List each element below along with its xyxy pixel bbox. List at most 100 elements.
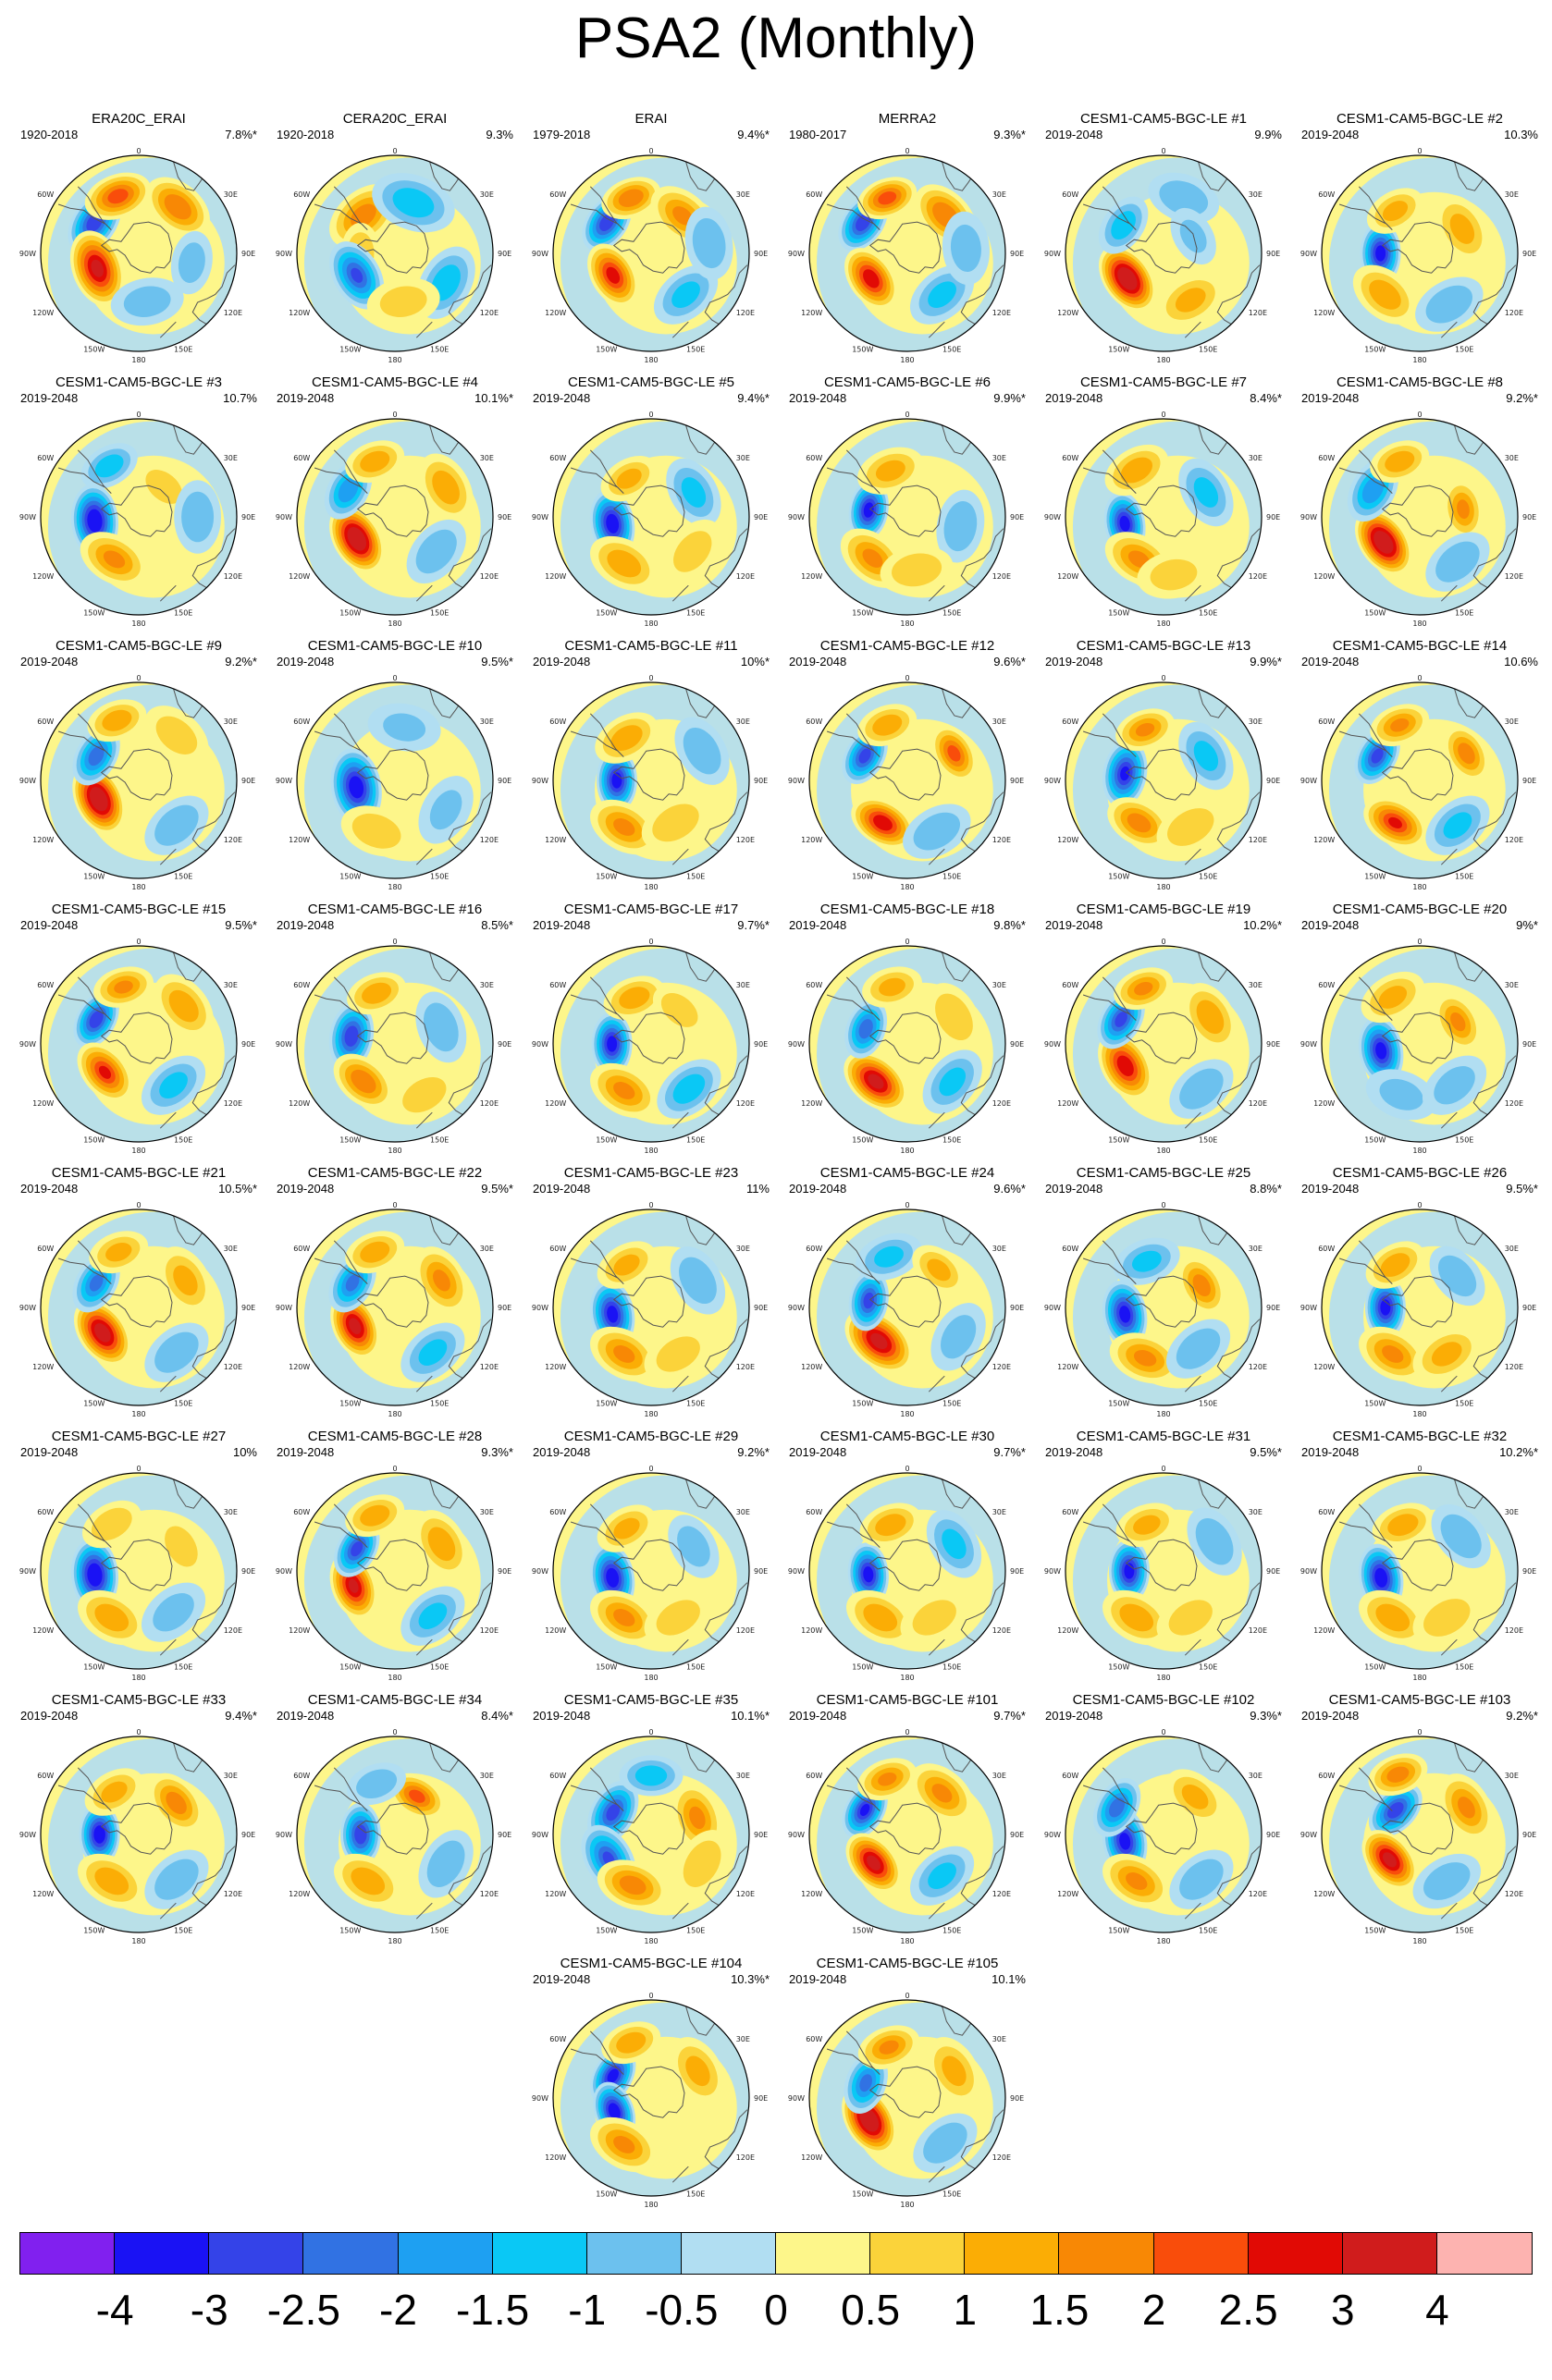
polar-map: 0 60W 30E 90W 90E 120W 120E 150W 150E 180 [19,1201,255,1418]
longitude-label: 180 [1156,883,1170,891]
colorbar-segment [115,2233,210,2274]
longitude-label: 30E [992,190,1006,199]
longitude-label: 180 [900,1147,914,1155]
panel-years: 2019-2048 [277,391,335,405]
longitude-label: 120W [1313,309,1335,317]
panel-years: 2019-2048 [789,391,847,405]
map-border [1321,1736,1519,1933]
longitude-label: 60W [293,190,310,199]
anomaly-contour [383,713,426,742]
panel-percent: 10.2%* [1243,918,1282,932]
map-panel: ERA20C_ERAI 1920-2018 7.8%* 0 60W 30E 90W 90E 12… [9,111,268,368]
longitude-label: 120E [224,1890,242,1898]
longitude-label: 180 [900,1937,914,1945]
coastline [826,1503,881,1548]
polar-map: 0 60W 30E 90W 90E 120W 120E 150W 150E 180 [532,147,768,364]
map-panel: CESM1-CAM5-BGC-LE #33 2019-2048 9.4%* 0 60W 3… [9,1692,268,1949]
colorbar-segment [209,2233,304,2274]
coastline [100,748,173,801]
coastline [356,1275,429,1328]
longitude-label: 0 [136,674,141,682]
anomaly-contour [181,491,215,543]
longitude-label: 120W [32,1363,54,1371]
coastline [960,264,1004,326]
coastline [1453,1214,1489,1245]
panel-percent: 7.8%* [225,128,257,141]
map-border [1321,1208,1519,1406]
coastline [1381,221,1454,274]
anomaly-contour [671,281,700,309]
map-border [552,1472,750,1670]
coastline [826,1767,881,1811]
map-area: 0 60W 30E 90W 90E 120W 120E 150W 150E 180 [1034,139,1293,368]
coastline [1197,1214,1233,1245]
anomaly-contour [656,1600,700,1636]
polar-map: 0 60W 30E 90W 90E 120W 120E 150W 150E 180 [276,1465,511,1682]
map-border [1065,418,1263,616]
panel-title: CESM1-CAM5-BGC-LE #1 [1079,111,1248,127]
coastline [314,186,368,230]
map-border [40,418,238,616]
anomaly-contour [351,1541,363,1557]
coastline [191,528,236,590]
anomaly-contour [942,1528,967,1560]
longitude-label: 120E [1505,836,1523,844]
anomaly-contour [878,191,897,205]
longitude-label: 60W [293,454,310,462]
longitude-label: 150E [174,1662,192,1671]
longitude-label: 120W [1057,1099,1078,1108]
longitude-label: 180 [388,356,401,364]
longitude-label: 150W [852,1399,873,1407]
panel-percent: 9.2%* [1506,391,1538,405]
longitude-label: 150W [596,2190,617,2198]
panel-title: CESM1-CAM5-BGC-LE #5 [567,374,735,390]
longitude-label: 180 [644,2201,658,2209]
longitude-label: 180 [644,356,658,364]
anomaly-contour [166,1791,187,1815]
anomaly-contour [154,804,199,846]
longitude-label: 180 [900,356,914,364]
map-panel: CESM1-CAM5-BGC-LE #30 2019-2048 9.7%* 0 60W 3… [778,1429,1037,1686]
longitude-label: 180 [1156,356,1170,364]
anomaly-contour [103,550,126,569]
longitude-label: 0 [1417,1465,1422,1473]
panel-years: 2019-2048 [1045,918,1103,932]
longitude-label: 60W [293,981,310,989]
map-border [552,1208,750,1406]
panel-percent: 10.5%* [218,1182,257,1196]
polar-map: 0 60W 30E 90W 90E 120W 120E 150W 150E 180 [19,938,255,1155]
anomaly-contour [94,454,124,478]
coastline [1184,1638,1201,1656]
coastline [612,1802,685,1855]
coastline [928,584,945,602]
coastline [570,186,624,230]
anomaly-contour [672,206,694,226]
longitude-label: 120W [289,1626,310,1635]
polar-map: 0 60W 30E 90W 90E 120W 120E 150W 150E 180 [276,938,511,1155]
coastline [100,1012,173,1064]
longitude-label: 180 [900,883,914,891]
panel-title: CESM1-CAM5-BGC-LE #27 [51,1429,227,1444]
map-area: 0 60W 30E 90W 90E 120W 120E 150W 150E 180 [1034,1720,1293,1949]
anomaly-contour [1378,986,1408,1009]
longitude-label: 150E [430,1662,449,1671]
map-border [552,681,750,879]
coastline [159,848,177,865]
coastline [671,1638,689,1656]
longitude-label: 0 [1161,411,1165,419]
longitude-label: 90W [788,777,805,785]
anomaly-contour [178,242,205,284]
colorbar-segment [303,2233,399,2274]
panel-percent: 9.4%* [737,391,770,405]
anomaly-contour [344,1025,359,1047]
panel-years: 2019-2048 [1301,655,1360,669]
longitude-label: 60W [806,1245,822,1253]
longitude-label: 150W [596,345,617,353]
longitude-label: 30E [1249,190,1263,199]
panel-percent: 9%* [1516,918,1538,932]
colorbar-segment [1153,2233,1249,2274]
longitude-label: 150E [942,345,961,353]
longitude-label: 60W [806,718,822,726]
coastline [928,1111,945,1129]
longitude-label: 0 [905,1728,909,1736]
